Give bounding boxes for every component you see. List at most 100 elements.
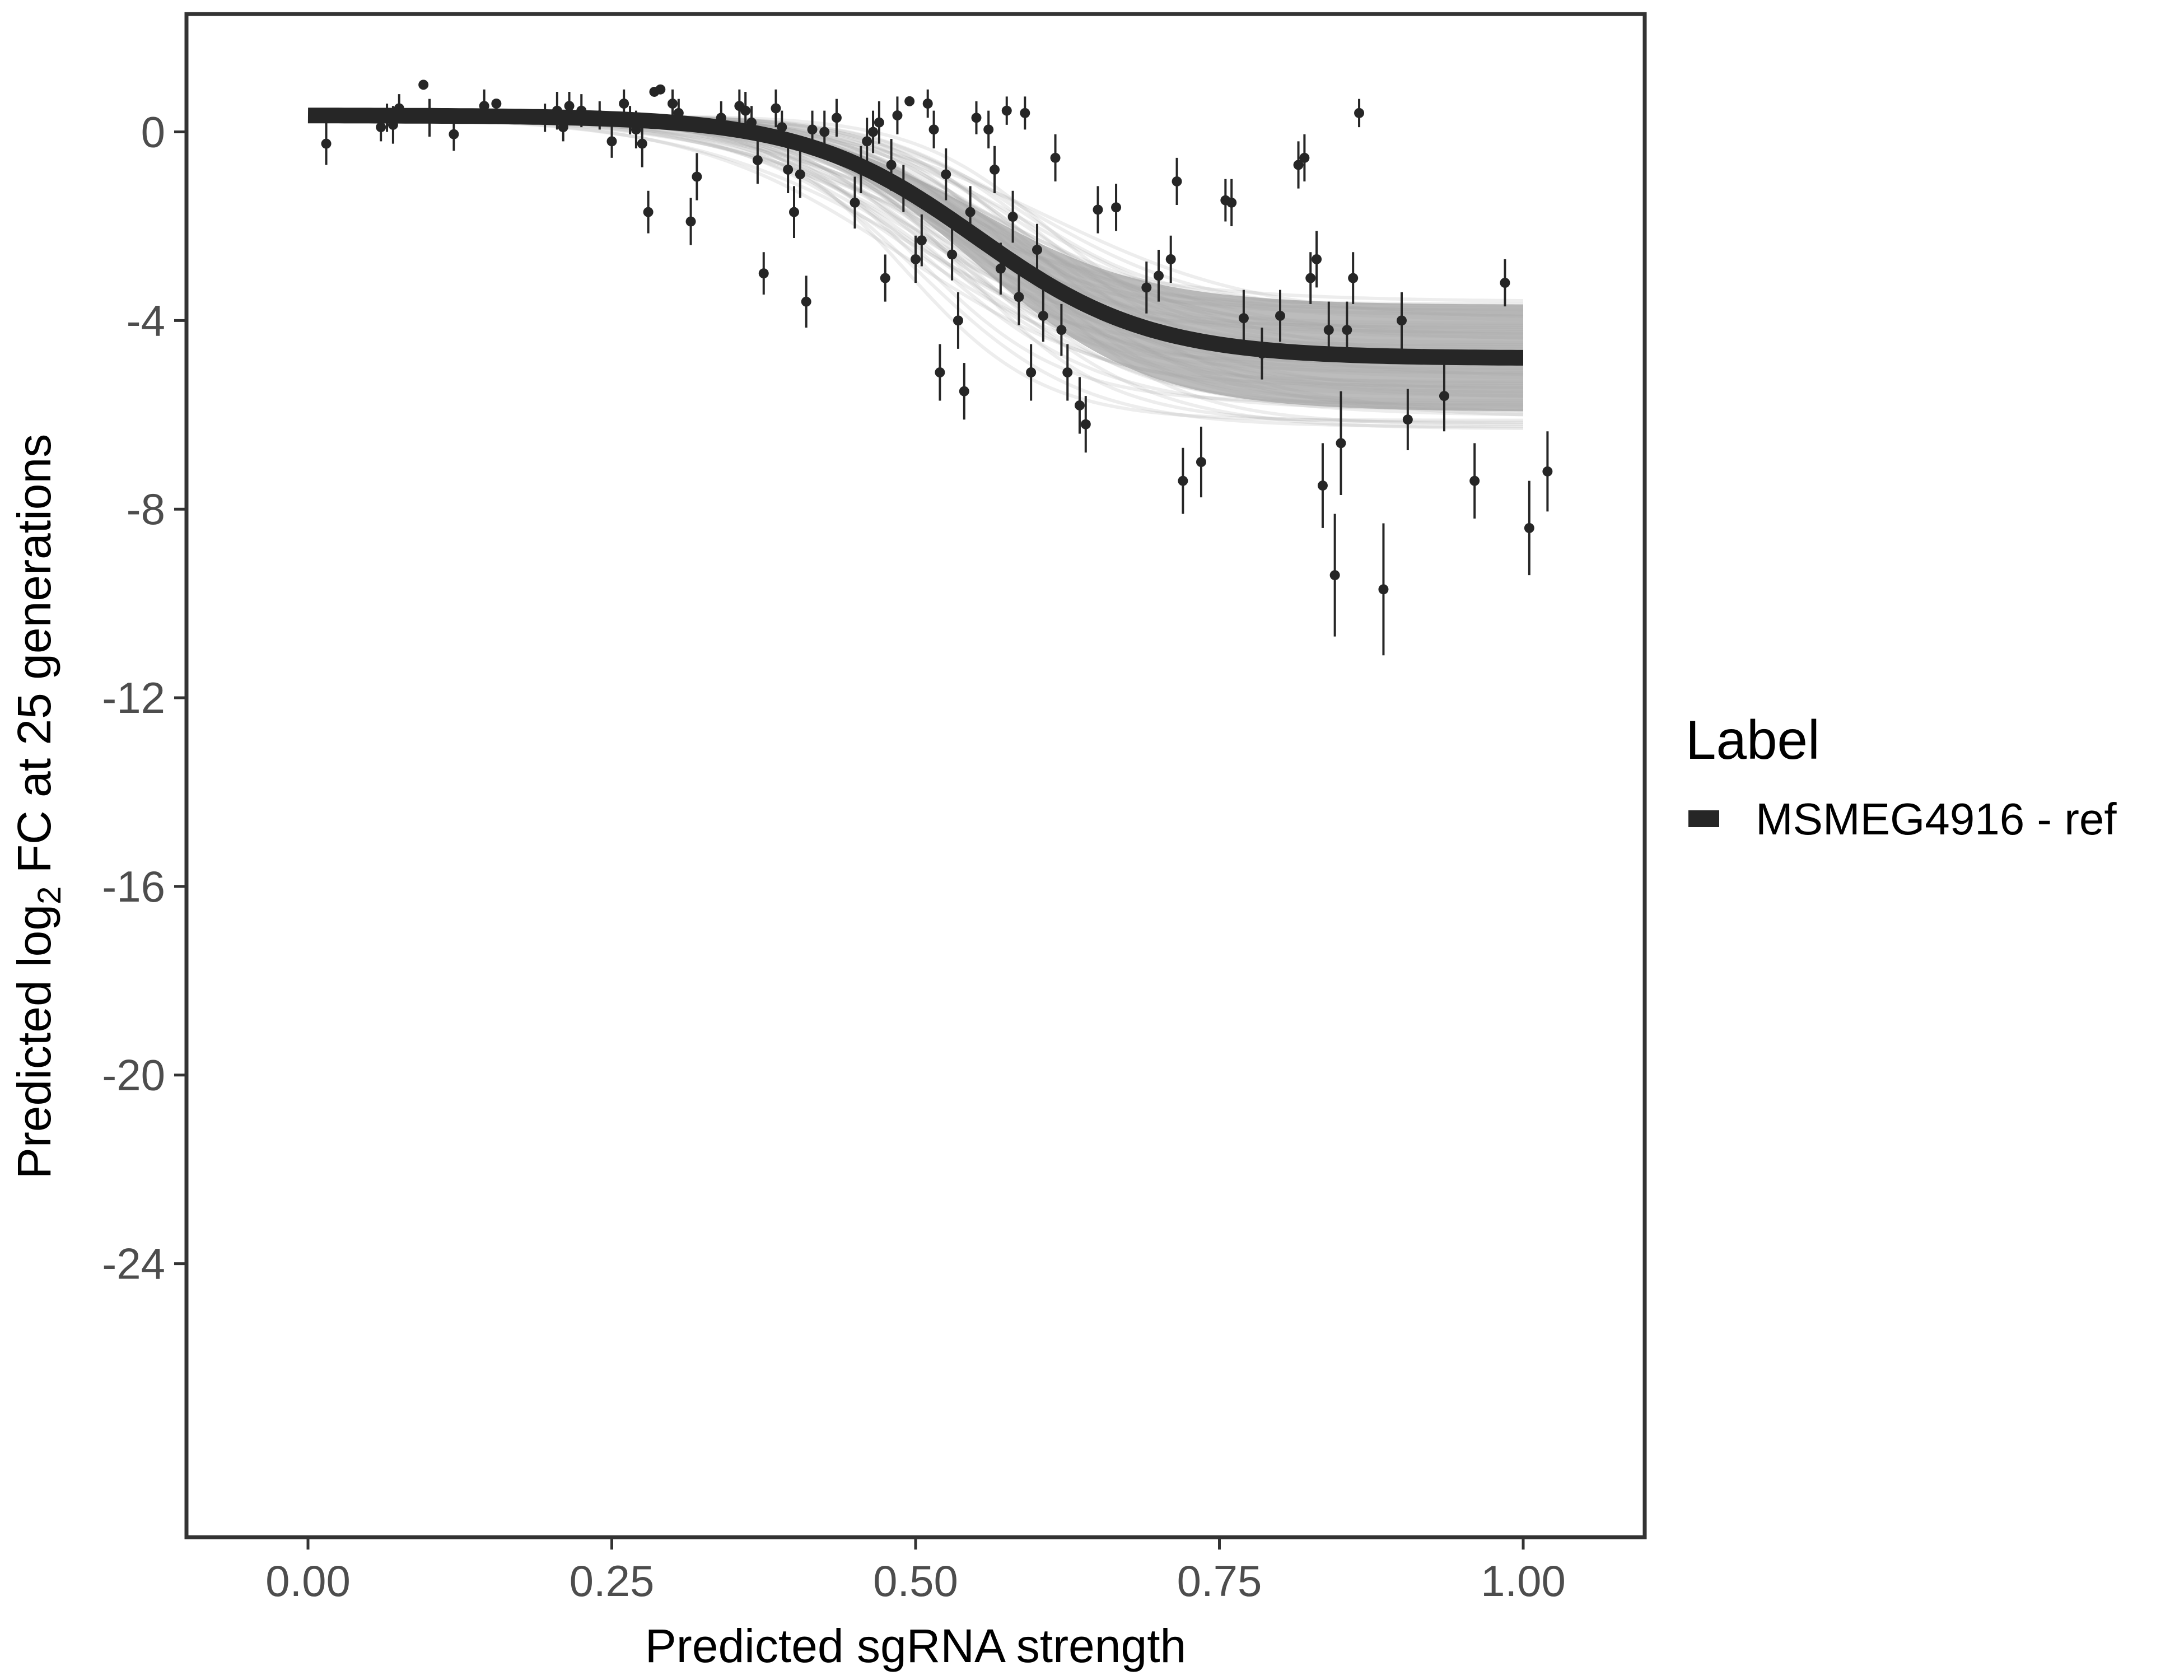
legend-key-swatch — [1688, 810, 1719, 827]
data-point — [1299, 134, 1310, 181]
point-marker — [783, 164, 794, 175]
data-point — [1032, 223, 1042, 276]
posterior-band-core — [308, 111, 1523, 412]
point-marker — [1093, 204, 1103, 215]
fit-curve-layer — [307, 108, 1523, 366]
data-point — [668, 89, 678, 118]
point-marker — [1032, 245, 1042, 255]
y-axis-title-subscript: 2 — [31, 886, 68, 904]
data-point — [990, 146, 1000, 193]
data-point — [1050, 134, 1061, 181]
data-point — [892, 96, 903, 134]
x-axis: 0.00 0.25 0.50 0.75 1.00 — [265, 1537, 1566, 1606]
data-point — [1062, 344, 1073, 401]
data-point — [1020, 96, 1030, 130]
point-marker — [449, 129, 459, 139]
point-marker — [1080, 419, 1091, 430]
data-point — [928, 110, 939, 148]
point-marker — [1397, 315, 1407, 326]
point-marker — [874, 117, 884, 128]
data-point — [1196, 426, 1206, 498]
data-point — [1165, 235, 1176, 283]
point-marker — [1007, 212, 1018, 222]
data-point — [1317, 443, 1328, 528]
point-marker — [643, 207, 654, 217]
fit-curve — [307, 108, 1523, 366]
point-marker — [990, 164, 1000, 175]
data-point — [947, 228, 958, 281]
point-marker — [928, 124, 939, 135]
data-point — [1038, 290, 1048, 342]
point-marker — [752, 155, 763, 166]
y-tick-label: 0 — [141, 108, 165, 157]
data-point — [418, 80, 429, 90]
point-marker — [959, 386, 969, 396]
point-marker — [637, 138, 647, 149]
point-marker — [1305, 273, 1316, 283]
data-point — [1172, 157, 1182, 206]
data-point — [1141, 262, 1152, 314]
y-axis-title-prefix: Predicted log — [8, 904, 60, 1179]
point-marker — [376, 122, 386, 133]
data-point — [789, 186, 799, 238]
data-point — [874, 101, 884, 144]
point-marker — [1038, 310, 1048, 321]
point-marker — [606, 136, 617, 147]
point-marker — [983, 124, 994, 135]
data-point — [850, 176, 860, 229]
data-point — [758, 252, 769, 295]
point-marker — [1178, 475, 1188, 486]
point-marker — [777, 122, 787, 133]
point-marker — [1299, 152, 1310, 163]
point-marker — [1348, 273, 1359, 283]
point-marker — [685, 216, 696, 227]
data-point — [1074, 377, 1085, 434]
point-marker — [862, 136, 872, 147]
point-marker — [619, 99, 629, 109]
point-marker — [1524, 522, 1534, 533]
data-point — [1354, 99, 1365, 128]
point-marker — [789, 207, 799, 217]
data-point — [1014, 268, 1024, 325]
point-marker — [1542, 466, 1553, 477]
data-point — [868, 110, 879, 153]
data-point — [916, 214, 927, 267]
data-point — [1305, 252, 1316, 304]
y-tick-label: -8 — [127, 484, 165, 534]
data-point — [783, 146, 794, 193]
data-point — [880, 254, 890, 302]
point-marker — [740, 105, 751, 116]
data-point — [831, 99, 842, 137]
data-point — [862, 118, 872, 165]
point-marker — [1014, 292, 1024, 302]
point-marker — [1172, 176, 1182, 186]
data-point — [1469, 443, 1480, 519]
point-marker — [1111, 202, 1122, 213]
point-marker — [1342, 325, 1352, 335]
data-point — [1080, 396, 1091, 453]
point-marker — [947, 249, 958, 260]
point-marker — [1165, 254, 1176, 264]
data-point — [795, 151, 805, 198]
data-point — [321, 122, 332, 165]
point-marker — [850, 197, 860, 208]
point-marker — [1026, 367, 1037, 377]
point-marker — [1469, 475, 1480, 486]
data-point — [655, 84, 666, 95]
x-tick-label: 0.50 — [873, 1556, 958, 1606]
y-tick-label: -20 — [102, 1051, 165, 1100]
data-point — [1111, 184, 1122, 231]
data-points — [321, 80, 1553, 656]
data-point — [1154, 250, 1164, 302]
x-tick-label: 0.00 — [265, 1556, 351, 1606]
legend-title: Label — [1686, 709, 1820, 771]
data-point — [1336, 391, 1346, 495]
data-point — [491, 99, 502, 109]
point-marker — [1354, 108, 1365, 118]
y-tick-label: -24 — [102, 1239, 165, 1289]
point-marker — [807, 124, 818, 135]
data-point — [1312, 231, 1322, 288]
y-axis: 0 -4 -8 -12 -16 -20 -24 — [102, 108, 186, 1289]
data-point — [740, 91, 751, 130]
